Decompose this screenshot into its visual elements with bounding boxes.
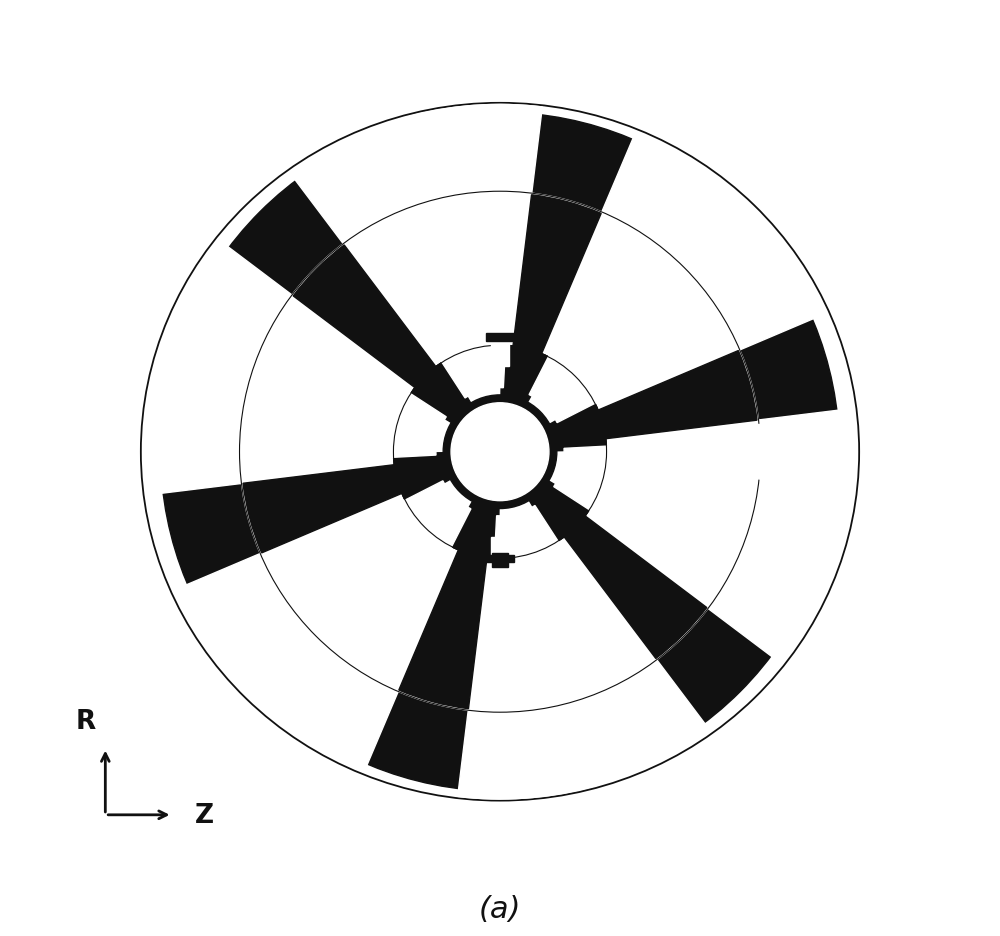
Wedge shape (501, 345, 552, 407)
Circle shape (393, 345, 607, 559)
FancyBboxPatch shape (492, 553, 508, 567)
FancyBboxPatch shape (486, 334, 514, 342)
Circle shape (240, 192, 760, 712)
FancyBboxPatch shape (491, 537, 509, 569)
Circle shape (451, 403, 549, 501)
Wedge shape (529, 356, 596, 423)
Text: R: R (75, 708, 96, 734)
Wedge shape (526, 478, 591, 544)
Wedge shape (291, 105, 542, 367)
Wedge shape (554, 446, 608, 511)
Wedge shape (545, 401, 607, 451)
Wedge shape (293, 245, 436, 388)
Wedge shape (494, 506, 559, 561)
Wedge shape (392, 393, 446, 458)
Circle shape (443, 395, 557, 509)
Wedge shape (399, 550, 487, 709)
FancyBboxPatch shape (743, 441, 763, 464)
Wedge shape (406, 358, 430, 383)
Wedge shape (602, 410, 620, 433)
Wedge shape (243, 465, 402, 553)
Wedge shape (585, 410, 847, 661)
Wedge shape (570, 521, 594, 546)
Wedge shape (458, 537, 709, 799)
Wedge shape (458, 554, 481, 573)
Wedge shape (380, 471, 398, 494)
Wedge shape (542, 133, 820, 411)
FancyBboxPatch shape (486, 555, 514, 563)
Wedge shape (404, 481, 471, 548)
Text: (a): (a) (479, 894, 521, 923)
Wedge shape (746, 425, 764, 480)
FancyBboxPatch shape (491, 335, 509, 367)
Text: Z: Z (195, 802, 214, 828)
Wedge shape (494, 540, 506, 564)
Wedge shape (393, 453, 455, 504)
Wedge shape (153, 243, 415, 494)
Wedge shape (409, 361, 474, 426)
Wedge shape (564, 517, 707, 659)
Circle shape (161, 113, 839, 791)
Wedge shape (519, 332, 542, 351)
Wedge shape (180, 494, 458, 771)
Wedge shape (598, 351, 757, 439)
Wedge shape (448, 497, 499, 559)
Wedge shape (513, 196, 601, 354)
Circle shape (417, 369, 583, 535)
Wedge shape (441, 344, 506, 399)
